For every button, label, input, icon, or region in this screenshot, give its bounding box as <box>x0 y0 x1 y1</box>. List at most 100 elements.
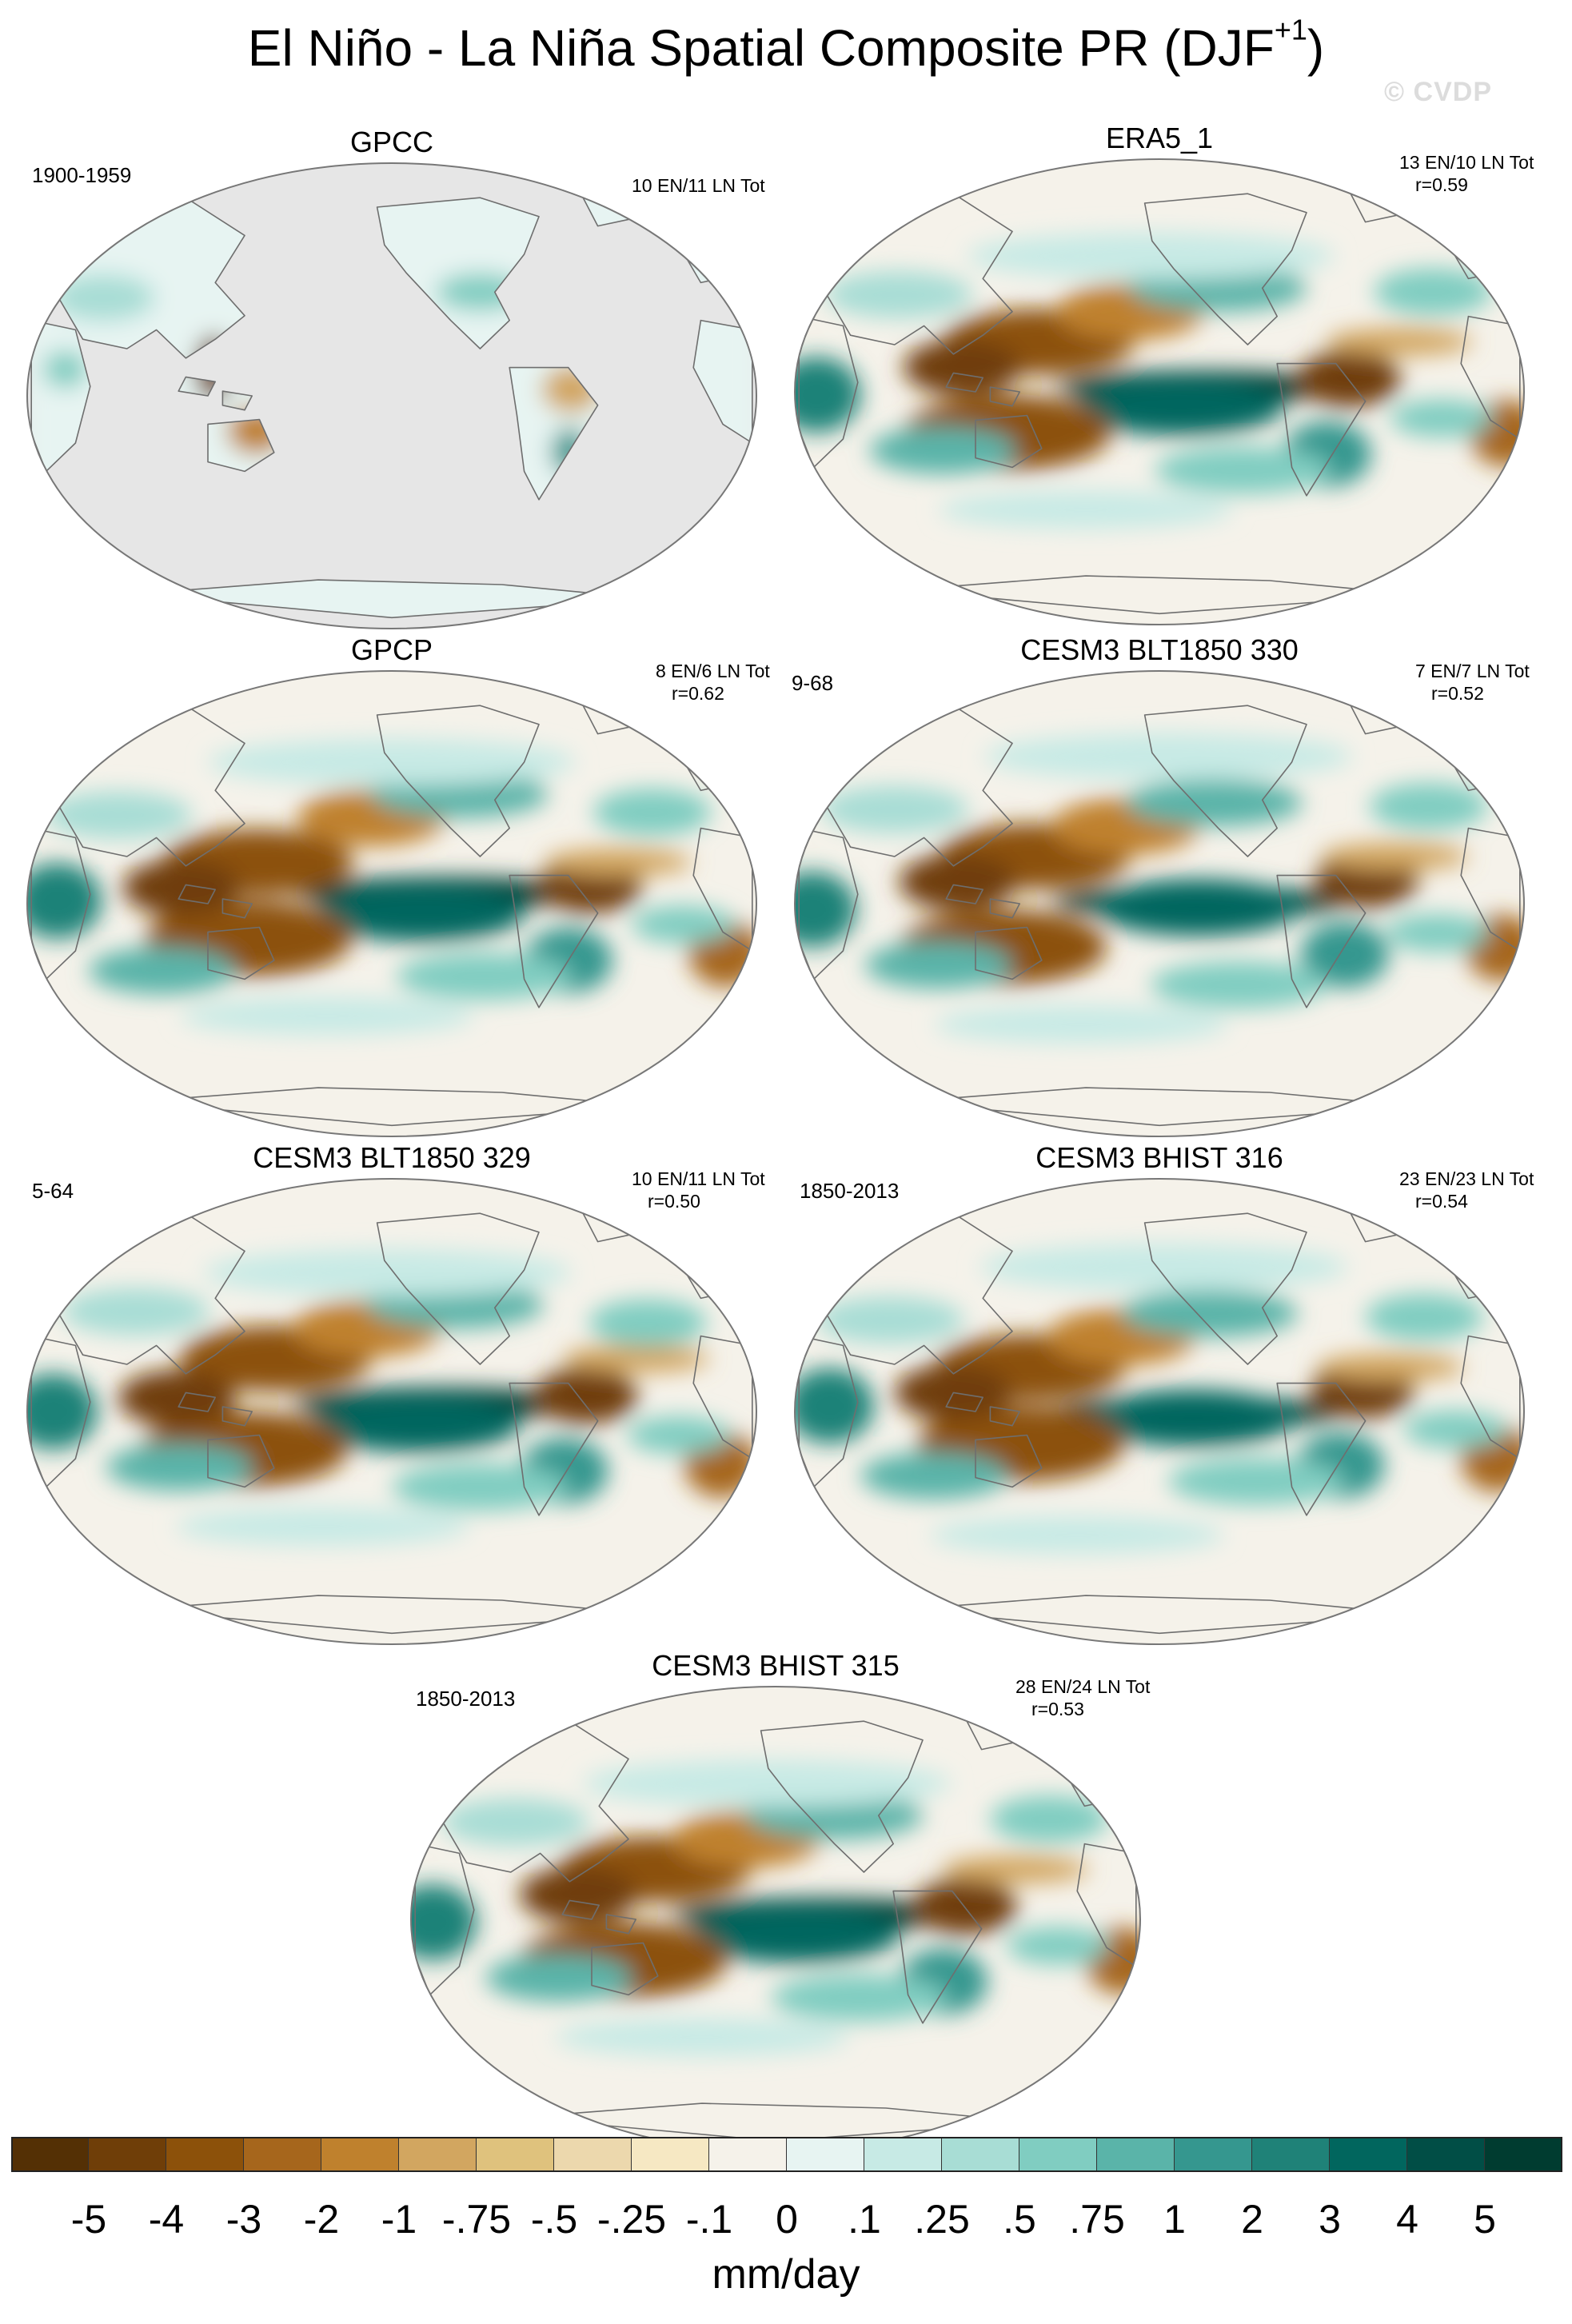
colorbar-units: mm/day <box>712 2251 860 2298</box>
coastline <box>605 1914 637 1935</box>
panel-title: CESM3 BLT1850 329 <box>253 1141 531 1174</box>
composite-counts: 7 EN/7 LN Tot <box>1415 661 1530 681</box>
colorbar-box <box>1330 2137 1407 2172</box>
colorbar-tick-label: 0 <box>776 2197 798 2242</box>
coastline <box>221 898 253 919</box>
colorbar-box <box>166 2137 244 2172</box>
anomaly-region <box>318 884 525 942</box>
robinson-map <box>26 670 757 1137</box>
coastline <box>221 1406 253 1427</box>
coastline <box>1276 874 1367 1008</box>
coastline <box>376 197 540 349</box>
panel-stats: 10 EN/11 LN Tot r=0.50 <box>632 1168 765 1212</box>
panel-period: 1850-2013 <box>416 1687 516 1711</box>
anomaly-region <box>1390 399 1494 437</box>
colorbar-box <box>787 2137 864 2172</box>
anomaly-region <box>631 905 735 944</box>
composite-counts: 23 EN/23 LN Tot <box>1399 1168 1534 1189</box>
pattern-correlation: r=0.54 <box>1415 1191 1468 1212</box>
coastline <box>207 926 275 980</box>
anomaly-region <box>939 490 1233 529</box>
colorbar-tick-label: 4 <box>1396 2197 1418 2242</box>
panel-stats: 13 EN/10 LN Tot r=0.59 <box>1399 151 1534 196</box>
anomaly-region <box>1321 842 1469 871</box>
coastline <box>989 898 1021 919</box>
coastline <box>1276 1382 1367 1516</box>
colorbar-box <box>321 2137 399 2172</box>
map-border <box>26 1178 757 1645</box>
map-panel-gpcc: GPCC 1900-1959 10 EN/11 LN Tot <box>24 126 765 632</box>
anomaly-region <box>396 952 573 1000</box>
anomaly-region <box>903 338 1022 396</box>
map-border <box>26 670 757 1137</box>
panel-stats: 10 EN/11 LN Tot <box>632 174 765 197</box>
colorbar-box <box>1252 2137 1330 2172</box>
coastline <box>207 1434 275 1488</box>
colorbar-box <box>244 2137 321 2172</box>
coastline <box>989 1406 1021 1427</box>
panel-period: 1900-1959 <box>32 163 132 187</box>
panel-period: 5-64 <box>32 1179 74 1203</box>
map-border <box>794 158 1525 625</box>
anomaly-region <box>582 1759 951 1807</box>
coastline <box>805 193 1013 355</box>
colorbar-tick-label: .1 <box>848 2197 881 2242</box>
colorbar <box>11 2137 1562 2172</box>
panel-title: CESM3 BLT1850 330 <box>1020 633 1299 666</box>
anomaly-region <box>593 789 712 837</box>
coastline <box>38 1212 245 1375</box>
robinson-map <box>26 1178 757 1645</box>
map-panel-bh315: CESM3 BHIST 315 1850-2013 28 EN/24 LN Tot r… <box>408 1649 1150 2155</box>
anomaly-region <box>1125 779 1303 827</box>
anomaly-region <box>984 733 1353 781</box>
coastline <box>509 366 599 501</box>
anomaly-region <box>990 1795 1108 1843</box>
map-panel-era5: ERA5_1 13 EN/10 LN Tot r=0.59 <box>792 124 1534 628</box>
composite-counts: 10 EN/11 LN Tot <box>632 1168 765 1189</box>
composite-counts: 13 EN/10 LN Tot <box>1399 152 1534 173</box>
anomaly-region <box>589 1299 707 1347</box>
colorbar-tick-label: -.5 <box>530 2197 578 2242</box>
coastline <box>421 1720 629 1883</box>
map-panel-blt330: CESM3 BLT1850 330 9-68 7 EN/7 LN Tot r=0.52 <box>792 633 1530 1140</box>
anomaly-region <box>1168 1457 1345 1505</box>
anomaly-region <box>627 1416 731 1455</box>
anomaly-region <box>27 863 102 939</box>
anomaly-region <box>1076 378 1283 436</box>
anomaly-region <box>913 1878 1017 1935</box>
coastline <box>945 372 983 393</box>
anomaly-region <box>485 1954 633 2002</box>
robinson-map <box>794 158 1525 625</box>
anomaly-region <box>411 1884 477 1960</box>
panel-title: GPCC <box>349 126 433 158</box>
anomaly-region <box>180 996 475 1036</box>
robinson-map <box>794 670 1525 1137</box>
coastline <box>989 386 1021 407</box>
map-panel-bh316: CESM3 BHIST 316 1850-2013 23 EN/23 LN Tot r… <box>792 1141 1534 1647</box>
colorbar-tick-label: -4 <box>148 2197 185 2242</box>
anomaly-region <box>118 1370 236 1427</box>
coastline <box>134 1595 650 1635</box>
anomaly-region <box>869 426 1017 474</box>
composite-counts: 28 EN/24 LN Tot <box>1015 1676 1151 1697</box>
coastline <box>945 884 983 904</box>
anomaly-region <box>1095 879 1301 936</box>
anomaly-region <box>62 1288 209 1336</box>
anomaly-region <box>941 1855 1089 1884</box>
panel-title: CESM3 BHIST 316 <box>1035 1141 1283 1174</box>
panel-title: CESM3 BHIST 315 <box>652 1649 900 1682</box>
anomaly-region <box>929 1515 1224 1555</box>
coastline <box>1276 362 1367 497</box>
coastline <box>38 197 245 359</box>
anomaly-region <box>795 357 861 433</box>
anomaly-region <box>816 1296 964 1344</box>
anomaly-region <box>771 1974 948 2022</box>
colorbar-tick-label: 2 <box>1241 2197 1263 2242</box>
anomaly-region <box>42 350 88 389</box>
anomaly-region <box>534 1367 638 1424</box>
anomaly-region <box>1325 327 1473 357</box>
anomaly-region <box>1297 350 1401 407</box>
coastline <box>975 414 1043 469</box>
coastline <box>901 1595 1418 1635</box>
panel-stats: 28 EN/24 LN Tot r=0.53 <box>1015 1675 1150 1720</box>
